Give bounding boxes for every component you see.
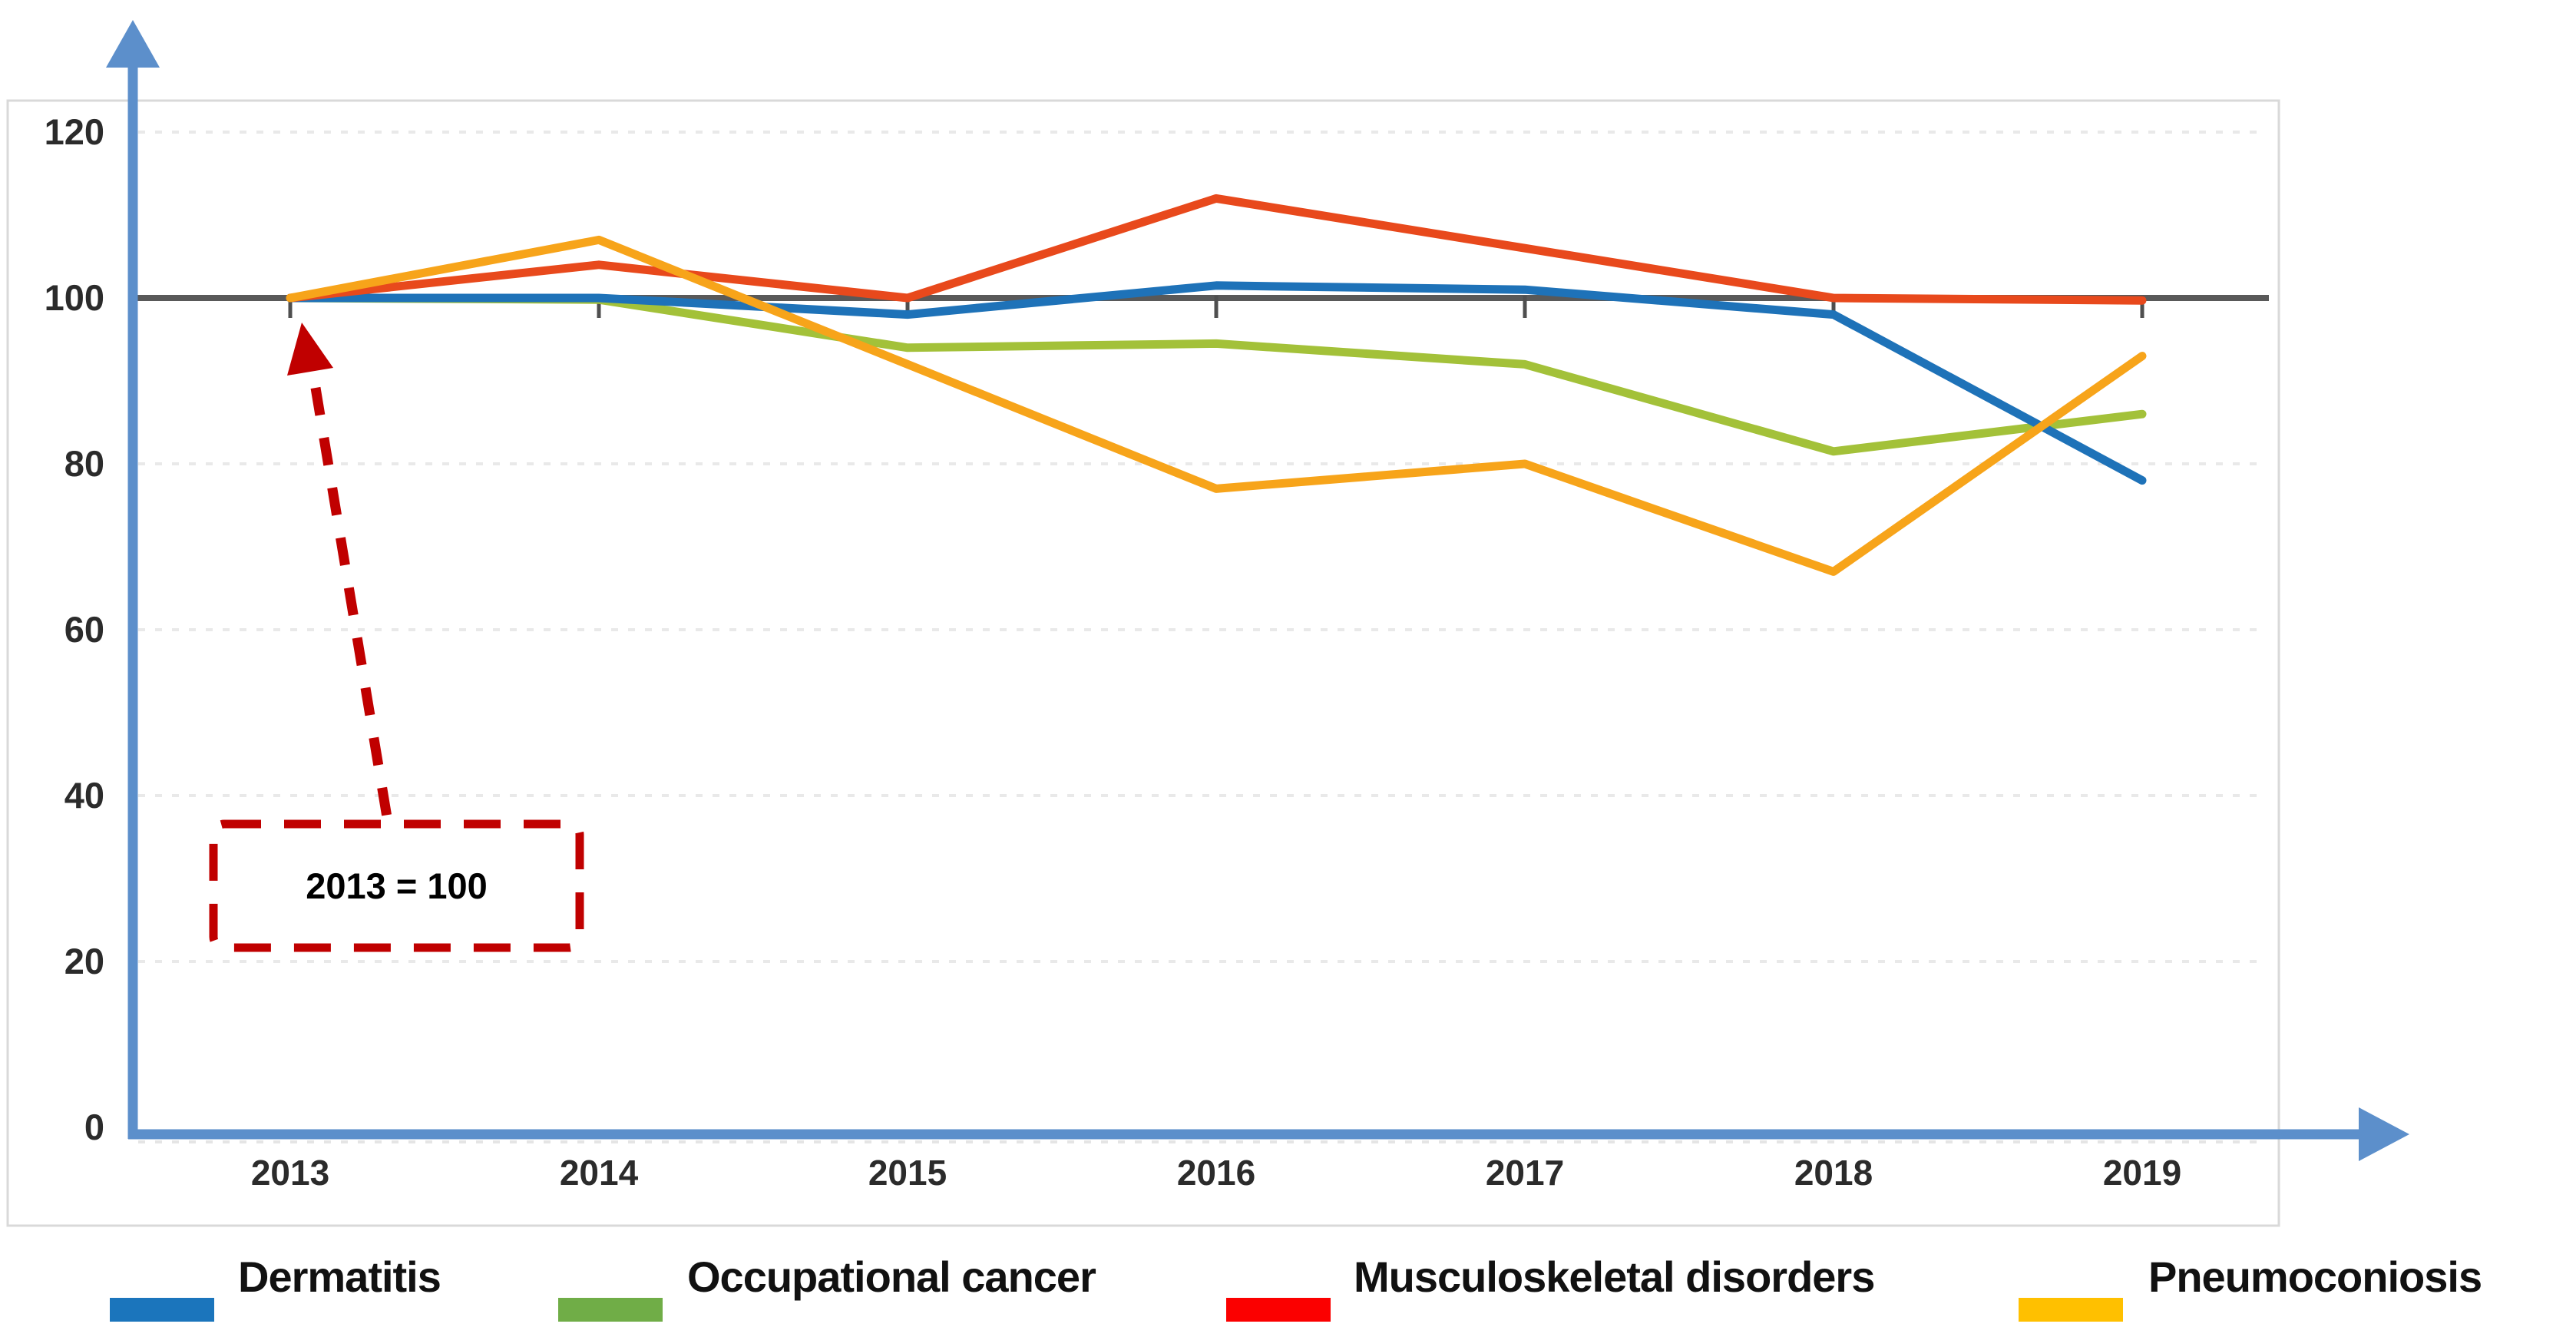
legend-label-musculoskeletal-disorders: Musculoskeletal disorders <box>1354 1253 1875 1301</box>
annotation-label: 2013 = 100 <box>306 865 488 906</box>
axes-group <box>106 20 2409 1161</box>
series-line-musculoskeletal-disorders <box>286 194 2147 305</box>
annotation-group <box>209 323 584 952</box>
legend-swatch-occupational-cancer <box>558 1298 663 1322</box>
legend-label-occupational-cancer: Occupational cancer <box>687 1253 1096 1301</box>
legend-label-pneumoconiosis: Pneumoconiosis <box>2148 1253 2482 1301</box>
y-axis-arrow-icon <box>106 20 160 68</box>
legend-swatch-dermatitis <box>110 1298 214 1322</box>
y-axis-label: 60 <box>64 609 104 650</box>
series-line-dermatitis <box>286 281 2147 485</box>
annotation-box <box>209 819 584 952</box>
annotation-dashed-connector <box>310 386 393 823</box>
x-axis-label: 2019 <box>2102 1153 2182 1193</box>
y-axis-label: 0 <box>84 1107 104 1147</box>
x-axis-label: 2018 <box>1794 1153 1873 1193</box>
series-line-occupational-cancer <box>286 293 2147 456</box>
annotation-arrowhead-icon <box>287 323 333 376</box>
x-axis-label: 2017 <box>1485 1153 1565 1193</box>
y-axis-label: 40 <box>64 775 104 816</box>
plot-frame <box>6 99 2280 1227</box>
x-axis-label: 2013 <box>250 1153 330 1193</box>
y-axis-label: 100 <box>44 277 104 318</box>
legend-swatch-musculoskeletal-disorders <box>1226 1298 1331 1322</box>
plot-series-group <box>133 131 2269 963</box>
legend-swatch-pneumoconiosis <box>2019 1298 2123 1322</box>
x-axis-arrow-icon <box>2359 1107 2409 1161</box>
y-axis-label: 20 <box>64 941 104 981</box>
x-axis-label: 2014 <box>559 1153 639 1193</box>
series-line-pneumoconiosis <box>286 235 2147 576</box>
legend-label-dermatitis: Dermatitis <box>238 1253 441 1301</box>
y-axis-label: 120 <box>44 111 104 152</box>
x-axis-label: 2016 <box>1176 1153 1256 1193</box>
x-axis-label: 2015 <box>868 1153 947 1193</box>
y-axis-label: 80 <box>64 443 104 484</box>
